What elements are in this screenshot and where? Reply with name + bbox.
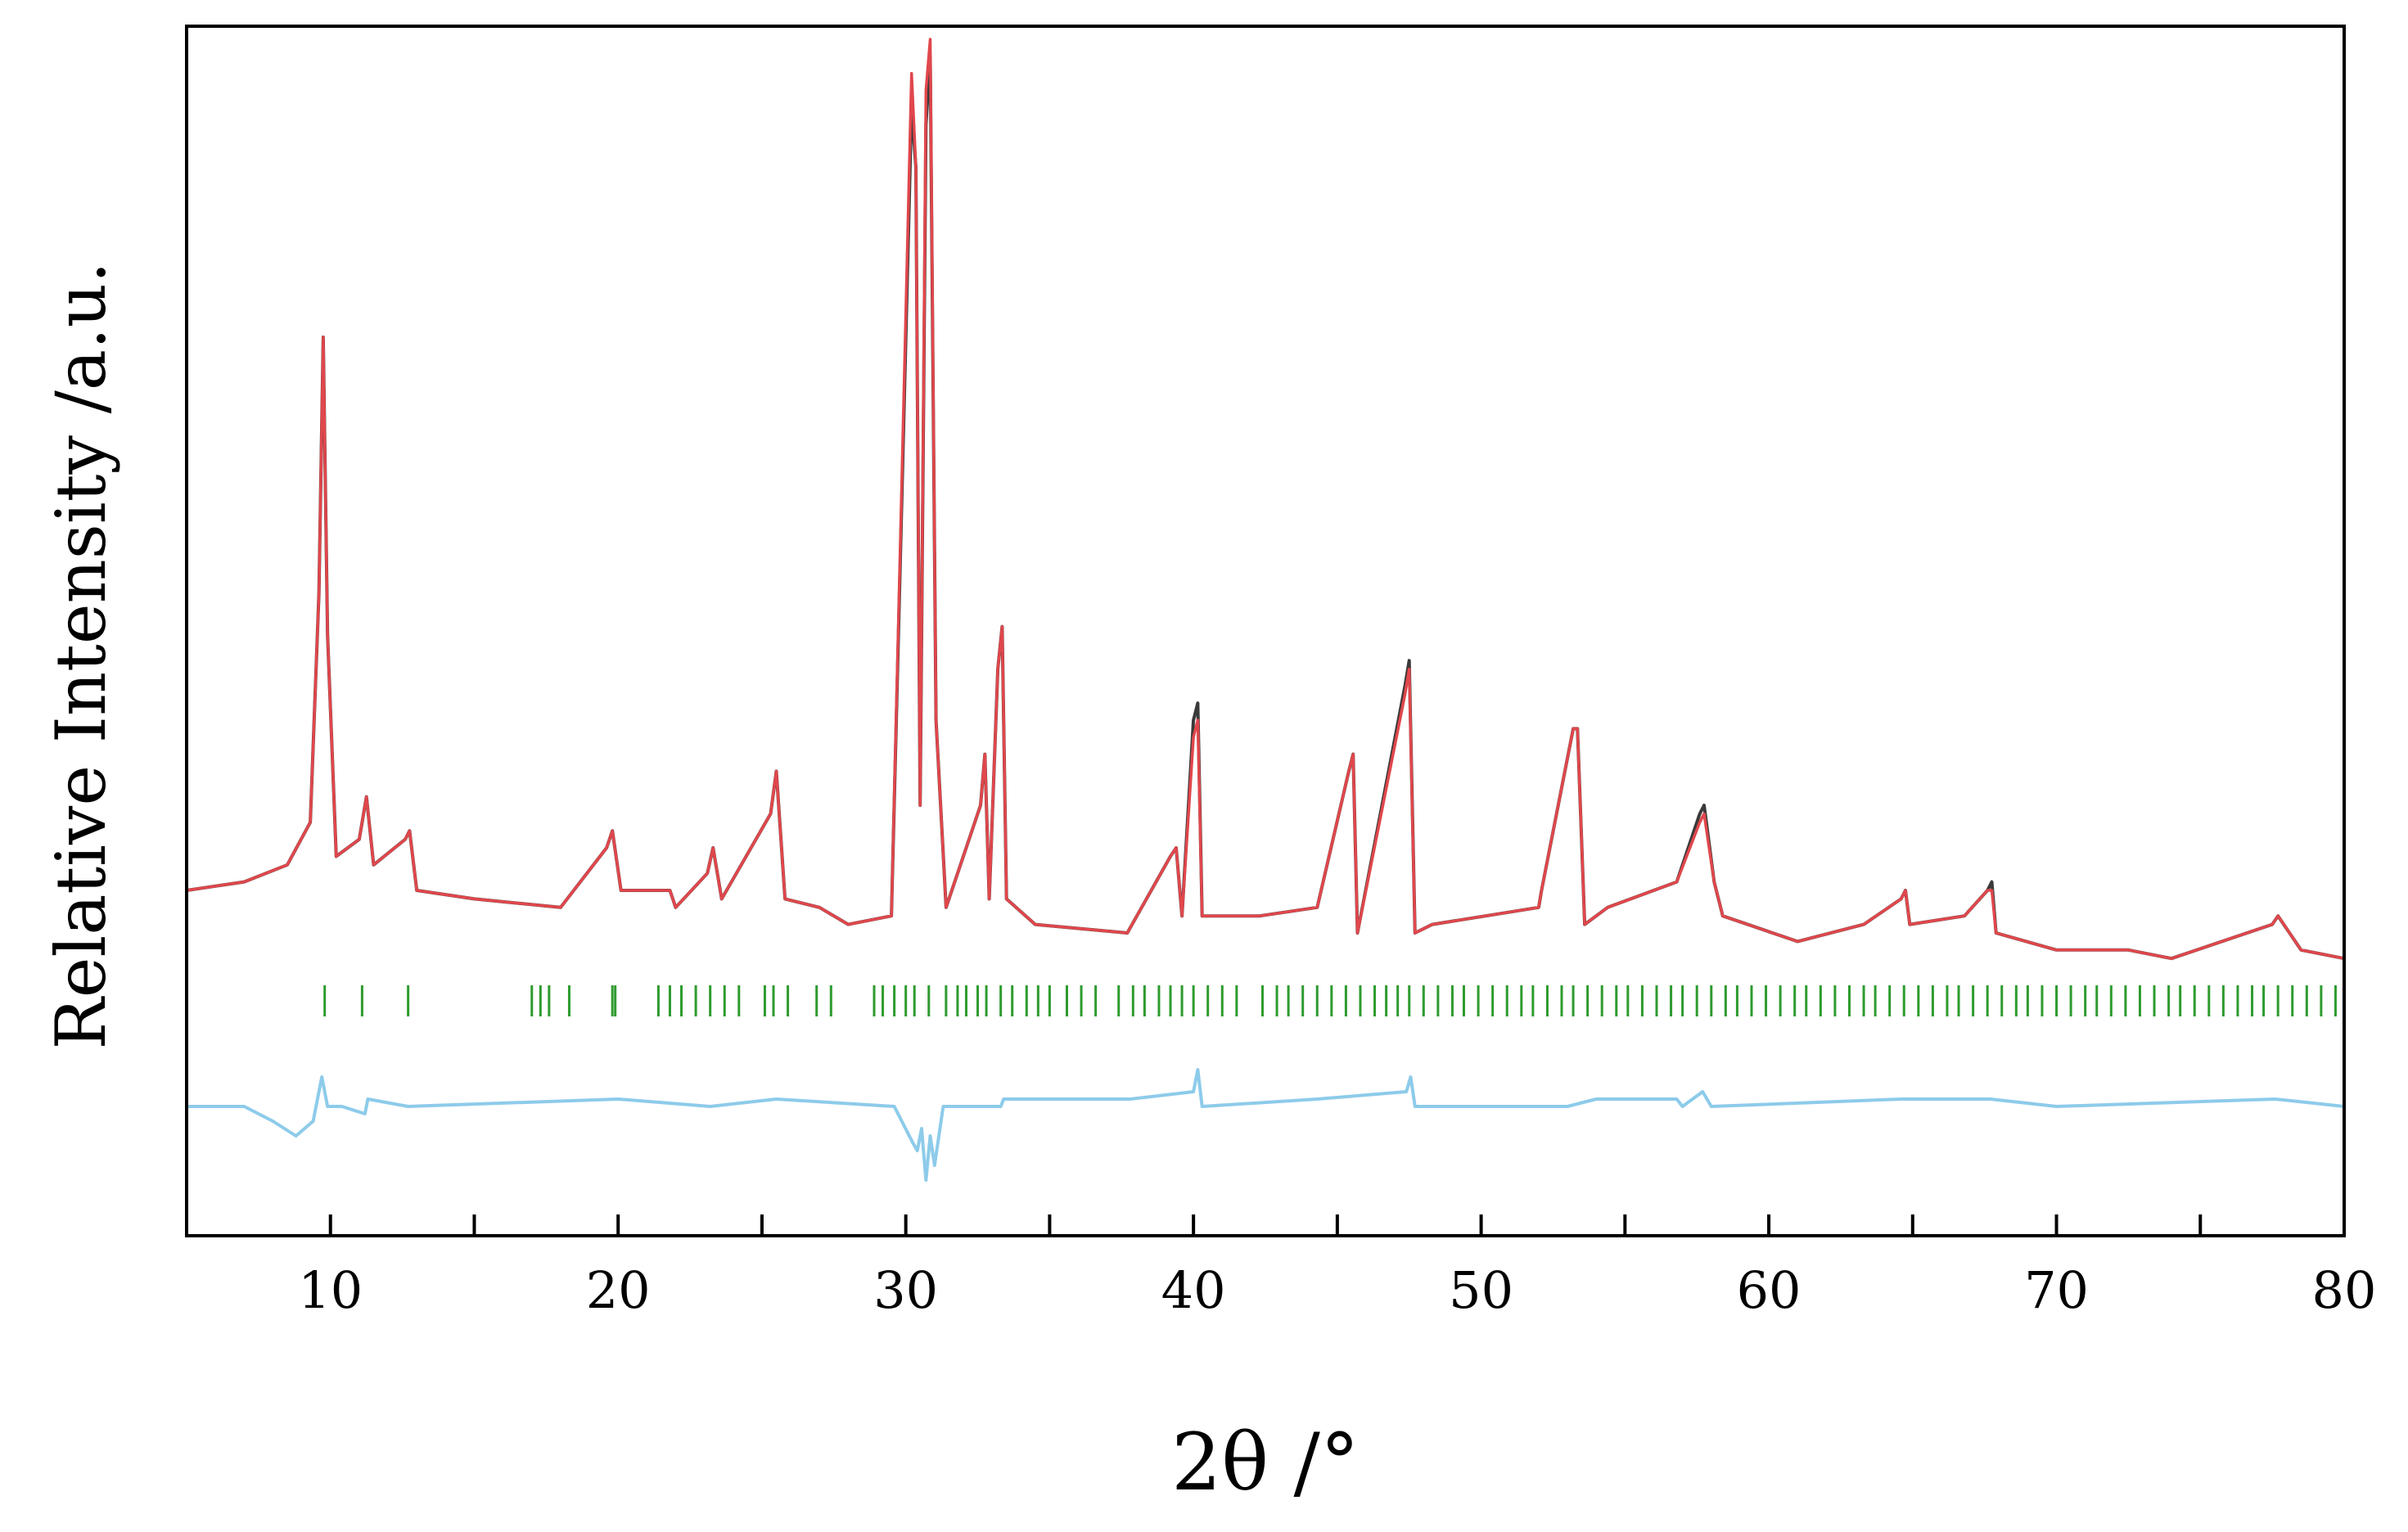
x-tick-label: 20 [586,1260,651,1320]
x-tick-label: 50 [1449,1260,1513,1320]
x-axis-label: 2θ /° [1171,1417,1360,1508]
difference-curve [187,1068,2345,1182]
observed-pattern-line [186,54,2345,961]
plot-area [186,38,2345,1182]
x-tick-label: 10 [298,1260,363,1320]
x-axis: 10 20 30 40 50 60 70 80 [185,1214,2377,1320]
x-tick-label: 80 [2312,1260,2377,1320]
plot-frame [185,25,2346,1237]
x-tick-label: 30 [873,1260,938,1320]
x-tick-label: 70 [2024,1260,2089,1320]
x-tick-label: 60 [1737,1260,1801,1320]
y-axis-label: Relative Intensity /a.u. [41,261,121,1049]
x-tick-label: 40 [1161,1260,1226,1320]
reflection-ticks [323,985,2337,1016]
calculated-pattern-line [186,38,2345,960]
